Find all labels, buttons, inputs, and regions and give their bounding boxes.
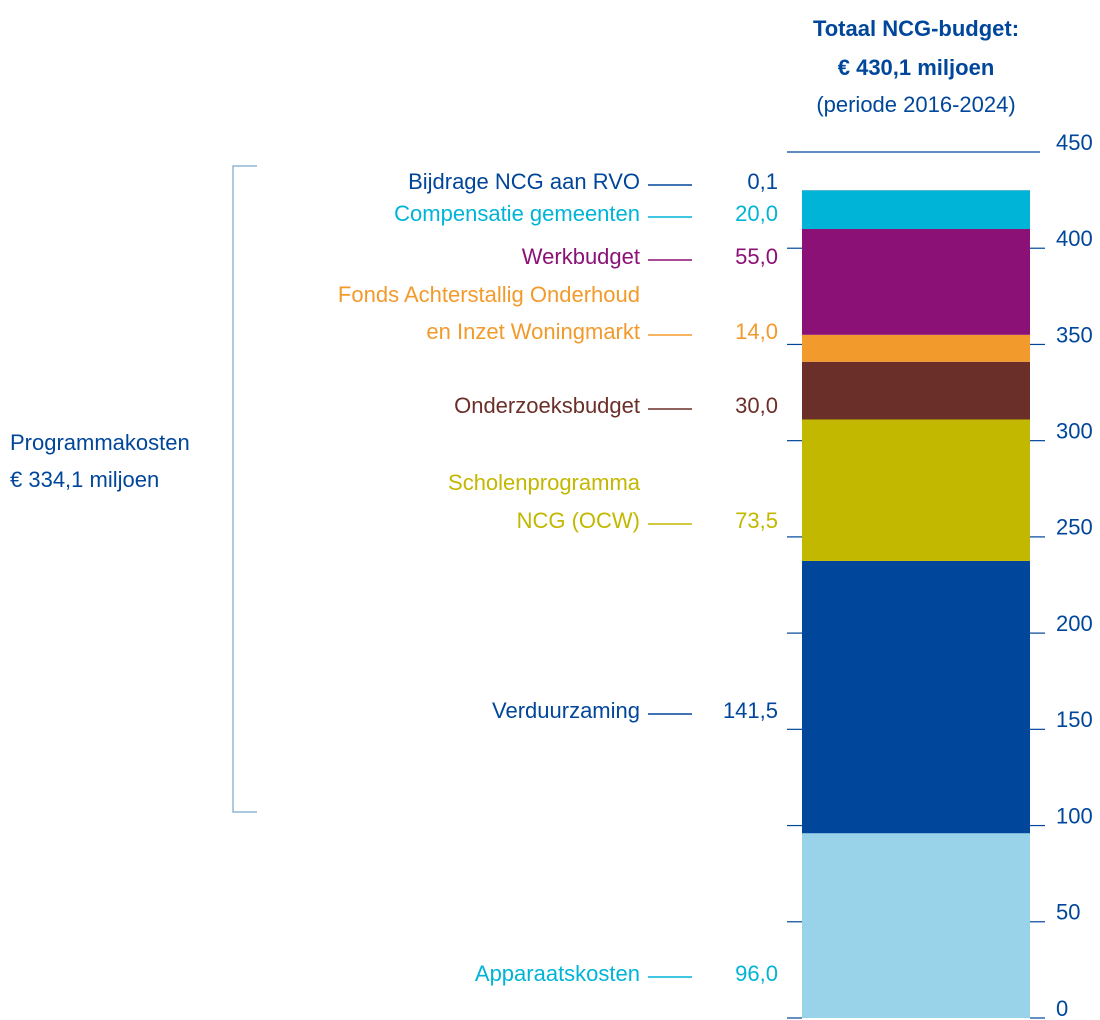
annotation: Programmakosten [10, 430, 190, 455]
bar-segment [802, 560, 1030, 834]
category-label: NCG (OCW) [517, 508, 640, 533]
value-label: 30,0 [735, 393, 778, 418]
bracket [232, 165, 257, 813]
y-tick-label: 100 [1056, 803, 1093, 828]
bar-segment [802, 833, 1030, 1018]
y-tick-label: 250 [1056, 515, 1093, 540]
category-label: Bijdrage NCG aan RVO [408, 169, 640, 194]
category-label: Scholenprogramma [448, 470, 641, 495]
value-label: 0,1 [747, 169, 778, 194]
bar-segment [802, 334, 1030, 362]
category-label: Verduurzaming [492, 698, 640, 723]
bar-segment [802, 361, 1030, 420]
y-tick-label: 200 [1056, 611, 1093, 636]
value-label: 20,0 [735, 201, 778, 226]
annotation: € 334,1 miljoen [10, 467, 159, 492]
value-label: 141,5 [723, 698, 778, 723]
category-label: Onderzoeksbudget [454, 393, 640, 418]
bar-segment [802, 419, 1030, 561]
value-label: 73,5 [735, 508, 778, 533]
category-label: en Inzet Woningmarkt [426, 319, 640, 344]
category-label: Compensatie gemeenten [394, 201, 640, 226]
value-label: 96,0 [735, 961, 778, 986]
y-tick-label: 400 [1056, 226, 1093, 251]
bar-segment [802, 190, 1030, 229]
y-tick-label: 150 [1056, 707, 1093, 732]
bar-segment [802, 228, 1030, 335]
category-label: Werkbudget [522, 244, 640, 269]
category-label: Fonds Achterstallig Onderhoud [338, 282, 640, 307]
y-tick-label: 350 [1056, 322, 1093, 347]
y-tick-label: 300 [1056, 418, 1093, 443]
value-label: 55,0 [735, 244, 778, 269]
value-label: 14,0 [735, 319, 778, 344]
category-label: Apparaatskosten [475, 961, 640, 986]
chart-title: € 430,1 miljoen [838, 55, 995, 80]
chart-title: Totaal NCG-budget: [813, 16, 1019, 41]
chart-subtitle: (periode 2016-2024) [816, 92, 1015, 117]
y-tick-label: 0 [1056, 996, 1068, 1020]
y-tick-label: 50 [1056, 900, 1080, 925]
y-tick-label: 450 [1056, 130, 1093, 155]
